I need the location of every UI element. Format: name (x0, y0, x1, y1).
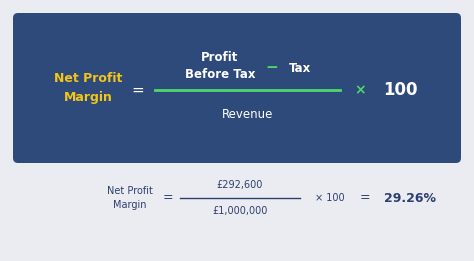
Text: −: − (265, 61, 278, 75)
Text: 100: 100 (383, 81, 417, 99)
Text: Net Profit
Margin: Net Profit Margin (54, 73, 122, 104)
Text: Tax: Tax (289, 62, 311, 74)
FancyBboxPatch shape (13, 13, 461, 163)
Text: ×: × (354, 83, 366, 97)
Text: Net Profit
Margin: Net Profit Margin (107, 186, 153, 210)
Text: × 100: × 100 (315, 193, 345, 203)
Text: =: = (360, 192, 370, 205)
Text: Profit
Before Tax: Profit Before Tax (185, 51, 255, 81)
Text: £292,600: £292,600 (217, 180, 263, 190)
Text: =: = (132, 82, 145, 98)
Text: =: = (163, 192, 173, 205)
Text: Revenue: Revenue (222, 109, 273, 122)
Text: £1,000,000: £1,000,000 (212, 206, 268, 216)
Text: 29.26%: 29.26% (384, 192, 436, 205)
